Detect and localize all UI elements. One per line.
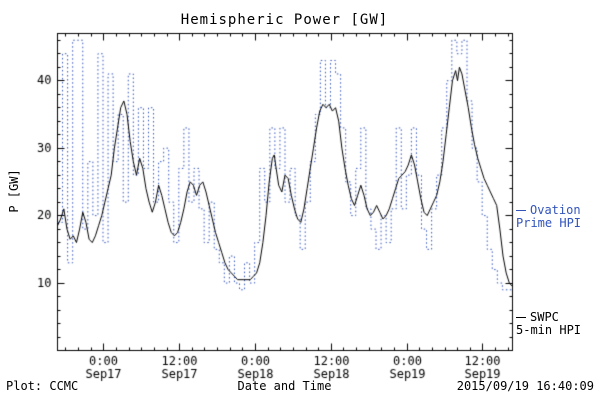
chart-title: Hemispheric Power [GW]: [180, 12, 389, 28]
ovation-line-sample: [516, 210, 526, 211]
legend-swpc-line2: 5-min HPI: [516, 323, 582, 337]
legend-swpc-line1: SWPC: [516, 311, 581, 324]
legend-swpc-label: SWPC: [530, 310, 559, 324]
legend-ovation: Ovation Prime HPI: [516, 204, 581, 230]
legend-swpc: SWPC 5-min HPI: [516, 311, 581, 337]
plot-timestamp: 2015/09/19 16:40:09: [456, 379, 594, 393]
plot-source-label: Plot: CCMC: [6, 379, 79, 393]
x-axis-label: Date and Time: [237, 379, 332, 393]
y-axis-label: P [GW]: [7, 169, 21, 213]
legend-ovation-label: Ovation: [530, 203, 581, 217]
legend-ovation-line2: Prime HPI: [516, 216, 582, 230]
legend-ovation-line1: Ovation: [516, 204, 581, 217]
swpc-line-sample: [516, 317, 526, 318]
